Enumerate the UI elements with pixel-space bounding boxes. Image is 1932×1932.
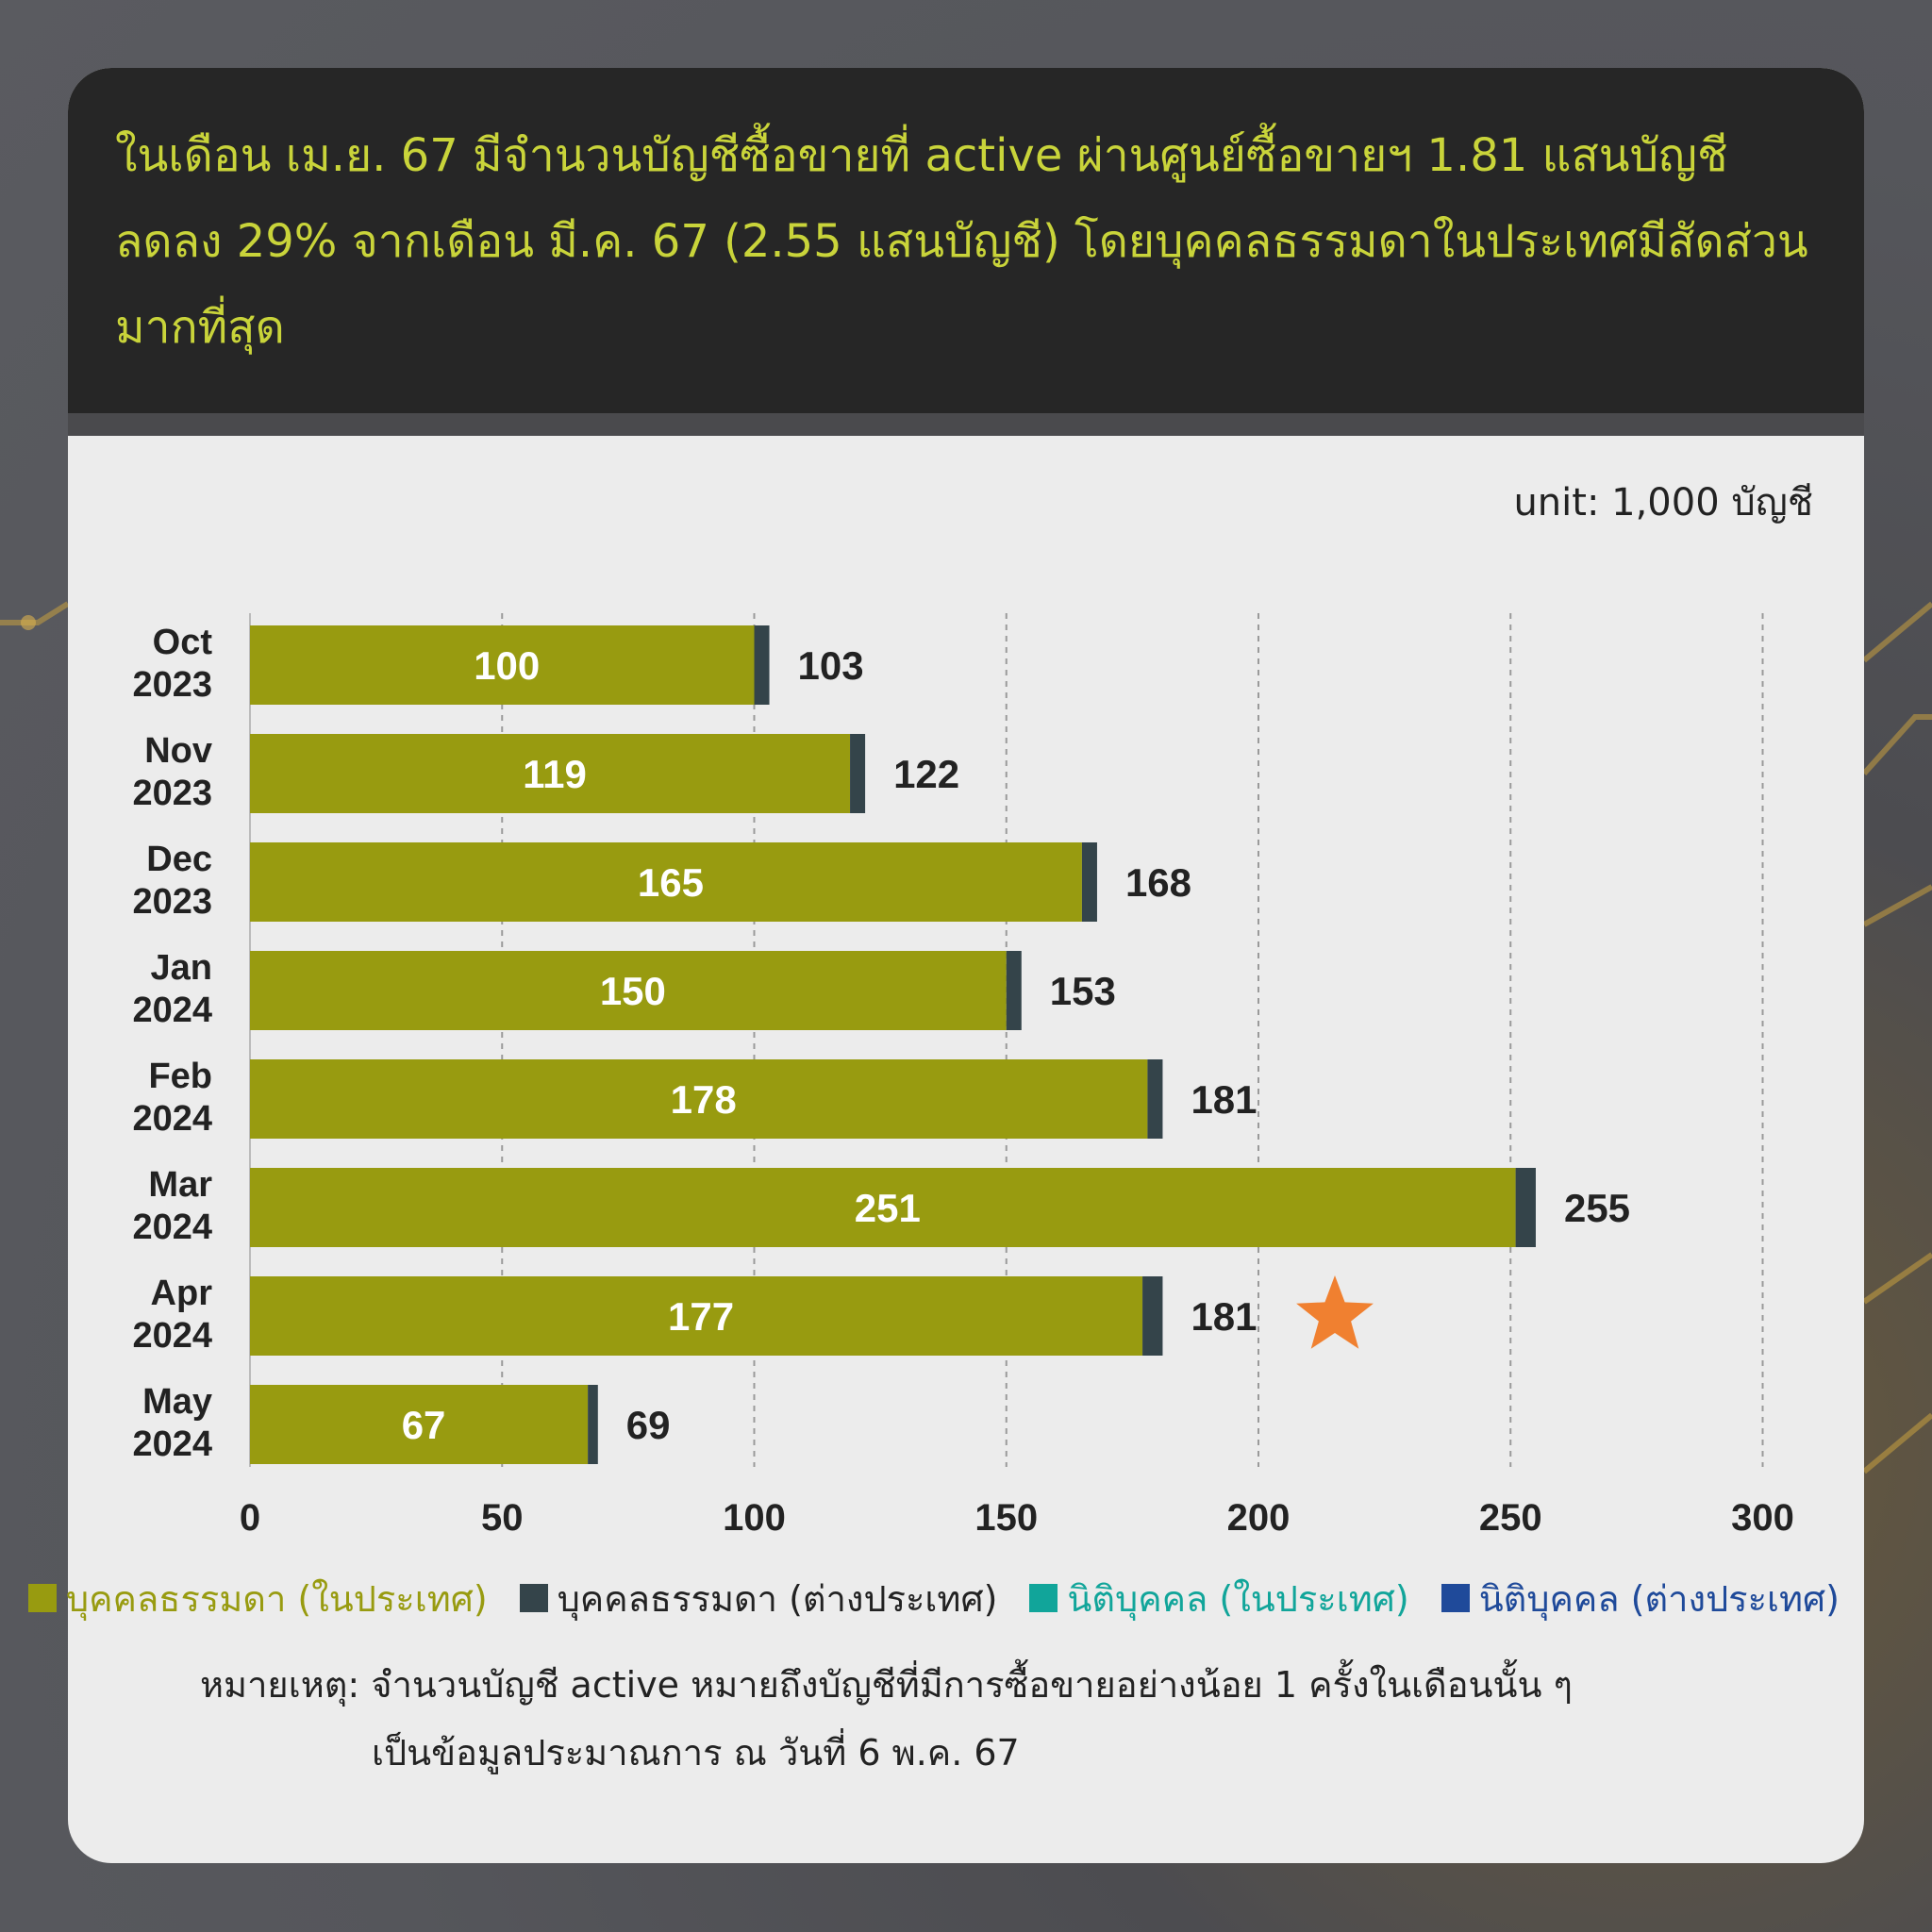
- footnote-line-1: หมายเหตุ: จำนวนบัญชี active หมายถึงบัญชี…: [200, 1664, 1573, 1706]
- footnote: หมายเหตุ: จำนวนบัญชี active หมายถึงบัญชี…: [200, 1651, 1573, 1787]
- bar-total-label: 181: [1191, 1077, 1257, 1122]
- bar-individual-foreign: [1006, 951, 1022, 1030]
- bar-total-label: 255: [1564, 1186, 1630, 1230]
- bar-individual-foreign: [1147, 1059, 1163, 1139]
- legend-label: นิติบุคคล (ในประเทศ): [1067, 1577, 1409, 1620]
- bar-total-label: 168: [1125, 860, 1191, 905]
- bar-individual-foreign: [1515, 1168, 1536, 1247]
- bar-value-label: 251: [855, 1186, 921, 1230]
- chart-legend: บุคคลธรรมดา (ในประเทศ) บุคคลธรรมดา (ต่าง…: [28, 1570, 1840, 1627]
- bar-total-label: 122: [893, 752, 959, 796]
- y-category-label: May 2024: [132, 1382, 212, 1464]
- bar-individual-domestic: [250, 1385, 589, 1464]
- bar-value-label: 67: [402, 1403, 446, 1447]
- x-tick-label: 300: [1731, 1497, 1794, 1539]
- headline-text: ในเดือน เม.ย. 67 มีจำนวนบัญชีซื้อขายที่ …: [115, 129, 1808, 354]
- legend-swatch: [1029, 1584, 1058, 1612]
- bar-individual-domestic: [250, 625, 755, 705]
- legend-label: บุคคลธรรมดา (ในประเทศ): [66, 1577, 488, 1620]
- legend-swatch: [1441, 1584, 1470, 1612]
- bar-value-label: 177: [668, 1294, 734, 1339]
- y-category-label: Mar 2024: [132, 1165, 212, 1247]
- y-category-label: Nov 2023: [132, 731, 212, 813]
- bar-individual-foreign: [1081, 842, 1097, 922]
- bar-individual-foreign: [850, 734, 866, 813]
- header-divider: [68, 413, 1864, 436]
- headline-banner: ในเดือน เม.ย. 67 มีจำนวนบัญชีซื้อขายที่ …: [68, 68, 1864, 413]
- bar-value-label: 165: [638, 860, 704, 905]
- y-category-label: Apr 2024: [132, 1274, 212, 1356]
- bar-individual-foreign: [1142, 1276, 1163, 1356]
- bar-individual-domestic: [250, 1168, 1516, 1247]
- bar-individual-foreign: [754, 625, 770, 705]
- legend-label: บุคคลธรรมดา (ต่างประเทศ): [557, 1577, 998, 1620]
- bar-individual-domestic: [250, 1276, 1143, 1356]
- bar-value-label: 100: [474, 643, 540, 688]
- x-tick-label: 0: [240, 1497, 260, 1539]
- y-category-label: Oct 2023: [132, 623, 212, 705]
- footnote-line-2: เป็นข้อมูลประมาณการ ณ วันที่ 6 พ.ค. 67: [372, 1732, 1020, 1774]
- bar-total-label: 153: [1050, 969, 1116, 1013]
- legend-item-juristic-foreign: นิติบุคคล (ต่างประเทศ): [1441, 1570, 1840, 1627]
- bar-total-label: 103: [798, 643, 864, 688]
- x-tick-label: 150: [974, 1497, 1038, 1539]
- highlight-star-icon: [1296, 1275, 1374, 1349]
- y-category-label: Jan 2024: [132, 948, 212, 1030]
- x-tick-label: 200: [1227, 1497, 1291, 1539]
- y-category-label: Dec 2023: [132, 840, 212, 922]
- y-category-label: Feb 2024: [132, 1057, 212, 1139]
- legend-swatch: [519, 1584, 548, 1612]
- legend-item-juristic-domestic: นิติบุคคล (ในประเทศ): [1029, 1570, 1409, 1627]
- x-tick-label: 250: [1479, 1497, 1542, 1539]
- bar-value-label: 150: [600, 969, 666, 1013]
- bar-individual-domestic: [250, 1059, 1148, 1139]
- infographic-card: ในเดือน เม.ย. 67 มีจำนวนบัญชีซื้อขายที่ …: [68, 68, 1864, 1863]
- x-tick-label: 50: [481, 1497, 524, 1539]
- bar-individual-domestic: [250, 734, 851, 813]
- bar-individual-domestic: [250, 951, 1007, 1030]
- legend-label: นิติบุคคล (ต่างประเทศ): [1478, 1577, 1840, 1620]
- bar-value-label: 178: [671, 1077, 737, 1122]
- legend-swatch: [28, 1584, 57, 1612]
- legend-item-individual-foreign: บุคคลธรรมดา (ต่างประเทศ): [519, 1570, 998, 1627]
- bar-total-label: 69: [626, 1403, 671, 1447]
- bar-individual-domestic: [250, 842, 1082, 922]
- bar-total-label: 181: [1191, 1294, 1257, 1339]
- x-tick-label: 100: [723, 1497, 786, 1539]
- bar-individual-foreign: [588, 1385, 598, 1464]
- legend-item-individual-domestic: บุคคลธรรมดา (ในประเทศ): [28, 1570, 488, 1627]
- bar-value-label: 119: [523, 752, 587, 796]
- unit-label: unit: 1,000 บัญชี: [1513, 481, 1813, 525]
